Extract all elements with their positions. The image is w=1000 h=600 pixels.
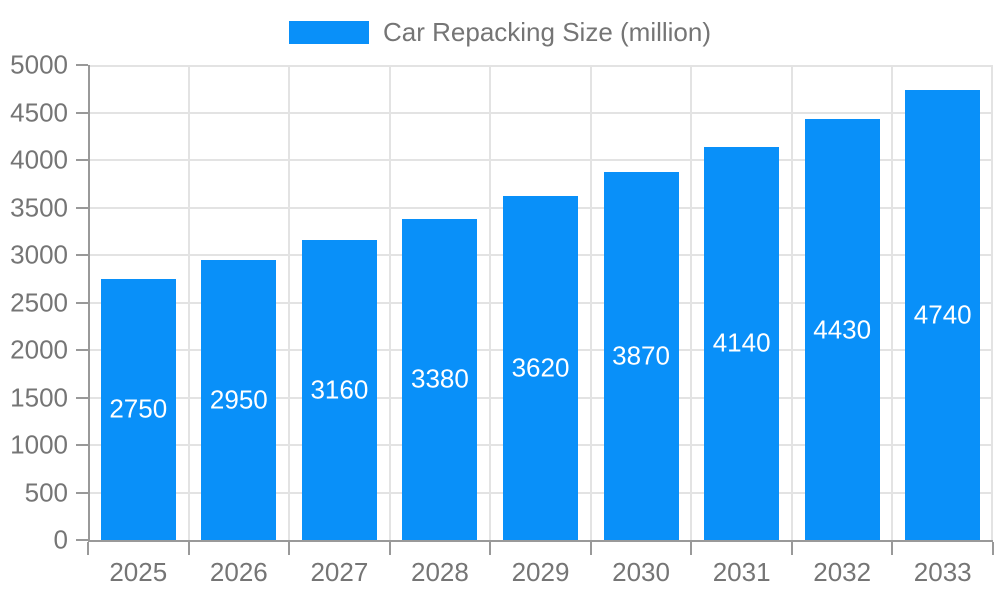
y-tick-label: 0 xyxy=(53,524,68,555)
x-tick-label: 2030 xyxy=(612,557,670,587)
x-tick-label: 2026 xyxy=(209,557,268,587)
h-gridline xyxy=(88,159,993,161)
v-gridline xyxy=(991,65,993,540)
bar-value-label: 3620 xyxy=(511,352,570,383)
bar[interactable]: 3160 xyxy=(301,239,377,540)
y-axis-line xyxy=(88,65,90,540)
bar[interactable]: 3620 xyxy=(503,196,578,540)
x-tick-mark xyxy=(288,542,291,555)
bar-value-label: 3870 xyxy=(612,340,670,371)
y-tick-mark xyxy=(76,111,88,114)
y-tick-mark xyxy=(76,64,88,66)
y-tick-mark xyxy=(76,254,88,256)
plot-area: 0 500 1000 1500 2000 2500 3000 3500 4000 4500 5000… xyxy=(10,50,994,587)
v-gridline xyxy=(891,65,894,540)
h-gridline xyxy=(88,65,993,67)
bar-value-label: 3160 xyxy=(310,374,369,405)
y-tick-mark xyxy=(76,396,88,399)
bar-value-label: 4140 xyxy=(712,327,771,358)
v-gridline xyxy=(187,65,190,540)
x-tick-label: 2029 xyxy=(511,557,570,587)
bar-value-label: 4740 xyxy=(913,299,972,330)
y-tick-label: 1000 xyxy=(10,429,68,460)
bar-value-label: 3380 xyxy=(411,363,469,394)
x-tick-mark xyxy=(187,542,190,555)
legend-label: Car Repacking Size (million) xyxy=(383,17,711,47)
v-gridline xyxy=(388,65,391,540)
y-tick-label: 500 xyxy=(24,477,68,507)
x-tick-mark xyxy=(388,542,391,555)
y-tick-label: 4000 xyxy=(10,144,68,175)
bar-value-label: 4430 xyxy=(813,314,872,345)
y-tick-mark xyxy=(76,349,88,351)
h-gridline xyxy=(88,111,993,114)
y-tick-label: 2000 xyxy=(10,334,68,365)
x-tick-label: 2027 xyxy=(310,557,369,587)
y-tick-label: 3000 xyxy=(10,239,68,270)
x-tick-label: 2028 xyxy=(411,557,469,587)
y-tick-label: 4500 xyxy=(10,97,68,127)
bar[interactable]: 3380 xyxy=(402,218,478,540)
bar[interactable]: 4430 xyxy=(804,119,880,540)
x-tick-mark xyxy=(489,542,492,555)
v-gridline xyxy=(589,65,592,540)
y-tick-mark xyxy=(76,206,88,209)
x-tick-label: 2032 xyxy=(813,557,872,587)
bar-value-label: 2750 xyxy=(109,393,168,424)
v-gridline xyxy=(690,65,693,540)
x-tick-mark xyxy=(790,542,793,555)
x-tick-mark xyxy=(992,542,994,555)
bar-value-label: 2950 xyxy=(209,384,268,415)
y-tick-mark xyxy=(76,539,88,541)
bar[interactable]: 4740 xyxy=(905,89,981,540)
y-tick-label: 1500 xyxy=(10,382,68,412)
x-tick-mark xyxy=(589,542,592,555)
x-tick-label: 2025 xyxy=(109,557,168,587)
bar[interactable]: 3870 xyxy=(603,172,679,540)
x-tick-mark xyxy=(690,542,693,555)
legend-swatch xyxy=(289,21,369,44)
bar[interactable]: 2950 xyxy=(201,259,277,540)
x-axis-line xyxy=(88,540,993,542)
v-gridline xyxy=(288,65,291,540)
x-tick-mark xyxy=(891,542,894,555)
y-tick-mark xyxy=(76,301,88,304)
bar[interactable]: 2750 xyxy=(100,278,176,540)
x-tick-mark xyxy=(87,542,89,555)
y-tick-label: 2500 xyxy=(10,287,68,317)
y-tick-mark xyxy=(76,159,88,161)
v-gridline xyxy=(790,65,793,540)
y-tick-label: 5000 xyxy=(10,49,68,80)
x-tick-label: 2031 xyxy=(712,557,771,587)
legend[interactable]: Car Repacking Size (million) xyxy=(0,17,1000,48)
bar[interactable]: 4140 xyxy=(704,146,780,540)
y-tick-mark xyxy=(76,491,88,494)
x-tick-label: 2033 xyxy=(913,557,972,587)
y-tick-mark xyxy=(76,444,88,446)
y-tick-label: 3500 xyxy=(10,192,68,222)
v-gridline xyxy=(489,65,492,540)
